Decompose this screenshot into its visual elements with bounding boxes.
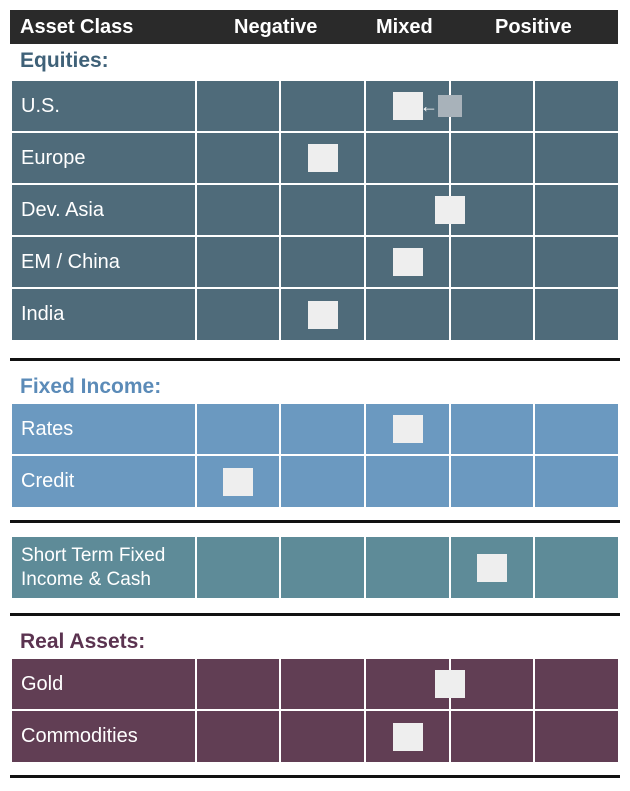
header-mixed: Mixed <box>376 16 433 38</box>
scale-cell <box>281 659 364 709</box>
scale-cell <box>197 133 279 183</box>
position-marker <box>307 300 338 329</box>
scale-cell <box>451 237 533 287</box>
row-label-u-s-: U.S. <box>12 81 195 131</box>
scale-cell <box>535 659 618 709</box>
header-positive: Positive <box>495 16 572 38</box>
divider-rule <box>10 520 620 523</box>
scale-cell <box>451 404 533 454</box>
divider-rule <box>10 358 620 361</box>
scale-cell <box>366 133 449 183</box>
scale-cell <box>197 537 279 598</box>
scale-cell <box>281 185 364 235</box>
position-marker <box>477 553 507 582</box>
scale-cell <box>197 185 279 235</box>
scale-cell <box>535 237 618 287</box>
scale-cell <box>535 133 618 183</box>
scale-cell <box>535 81 618 131</box>
section-title-real-assets: Real Assets: <box>20 630 146 653</box>
previous-position-marker <box>438 95 462 117</box>
scale-cell <box>535 456 618 507</box>
scale-cell <box>281 456 364 507</box>
position-marker <box>392 248 423 276</box>
scale-cell <box>535 185 618 235</box>
table-header-bar <box>10 10 618 44</box>
scale-cell <box>451 456 533 507</box>
section-title-equities: Equities: <box>20 49 109 72</box>
position-marker <box>392 415 423 443</box>
row-label-europe: Europe <box>12 133 195 183</box>
row-label-commodities: Commodities <box>12 711 195 762</box>
row-label-line: Income & Cash <box>21 568 151 590</box>
arrow-left-icon: ← <box>420 96 438 116</box>
scale-cell <box>281 237 364 287</box>
row-label-dev-asia: Dev. Asia <box>12 185 195 235</box>
position-marker <box>435 196 465 224</box>
section-title-fixed-income: Fixed Income: <box>20 375 162 398</box>
row-label-india: India <box>12 289 195 340</box>
row-label-credit: Credit <box>12 456 195 507</box>
header-negative: Negative <box>234 16 318 38</box>
row-label-gold: Gold <box>12 659 195 709</box>
row-label-line: Short Term Fixed <box>21 544 166 566</box>
row-label-rates: Rates <box>12 404 195 454</box>
scale-cell <box>197 711 279 762</box>
scale-cell <box>197 404 279 454</box>
scale-cell <box>197 237 279 287</box>
scale-cell <box>535 537 618 598</box>
row-label-short-term-fixed: Short Term Fixed Income & Cash <box>12 537 195 598</box>
position-marker <box>435 670 465 698</box>
position-marker <box>307 144 338 172</box>
position-marker <box>223 467 253 496</box>
scale-cell <box>281 537 364 598</box>
scale-cell <box>197 659 279 709</box>
scale-cell <box>366 289 449 340</box>
scale-cell <box>366 456 449 507</box>
scale-cell <box>281 404 364 454</box>
scale-cell <box>535 404 618 454</box>
scale-cell <box>535 711 618 762</box>
header-asset-class: Asset Class <box>20 16 134 38</box>
scale-cell <box>197 289 279 340</box>
divider-rule <box>10 613 620 616</box>
position-marker <box>392 722 423 751</box>
scale-cell <box>451 81 533 131</box>
scale-cell <box>281 711 364 762</box>
scale-cell <box>197 81 279 131</box>
scale-cell <box>535 289 618 340</box>
scale-cell <box>451 289 533 340</box>
row-label-em-china: EM / China <box>12 237 195 287</box>
position-marker <box>392 92 423 120</box>
divider-rule <box>10 775 620 778</box>
scale-cell <box>451 711 533 762</box>
scale-cell <box>281 81 364 131</box>
scale-cell <box>366 537 449 598</box>
scale-cell <box>451 133 533 183</box>
